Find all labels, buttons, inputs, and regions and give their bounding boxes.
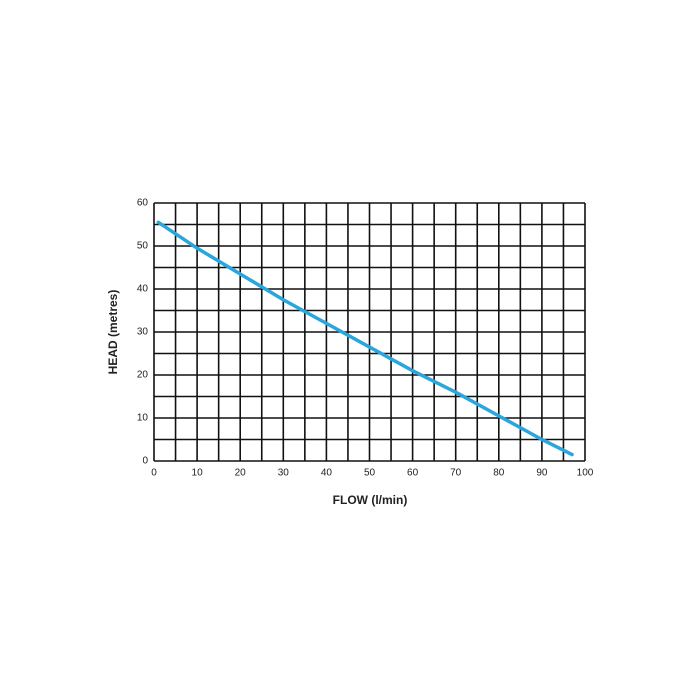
x-tick-label: 60 bbox=[407, 468, 419, 479]
y-tick-label: 20 bbox=[137, 370, 149, 381]
y-tick-label: 30 bbox=[137, 327, 149, 338]
x-tick-label: 20 bbox=[235, 468, 247, 479]
x-tick-label: 10 bbox=[192, 468, 204, 479]
y-tick-label: 40 bbox=[137, 284, 149, 295]
y-tick-label: 10 bbox=[137, 413, 149, 424]
x-tick-label: 80 bbox=[493, 468, 505, 479]
x-tick-label: 40 bbox=[321, 468, 333, 479]
x-tick-label: 30 bbox=[278, 468, 290, 479]
y-axis-label: HEAD (metres) bbox=[106, 290, 120, 375]
x-tick-label: 100 bbox=[577, 468, 594, 479]
x-tick-label: 0 bbox=[151, 468, 157, 479]
y-tick-label: 0 bbox=[142, 456, 148, 467]
x-tick-label: 50 bbox=[364, 468, 376, 479]
x-tick-label: 70 bbox=[450, 468, 462, 479]
y-tick-label: 50 bbox=[137, 241, 149, 252]
line bbox=[156, 220, 574, 457]
x-tick-label: 90 bbox=[536, 468, 548, 479]
y-tick-label: 60 bbox=[137, 198, 149, 209]
x-axis-label: FLOW (l/min) bbox=[333, 493, 408, 507]
